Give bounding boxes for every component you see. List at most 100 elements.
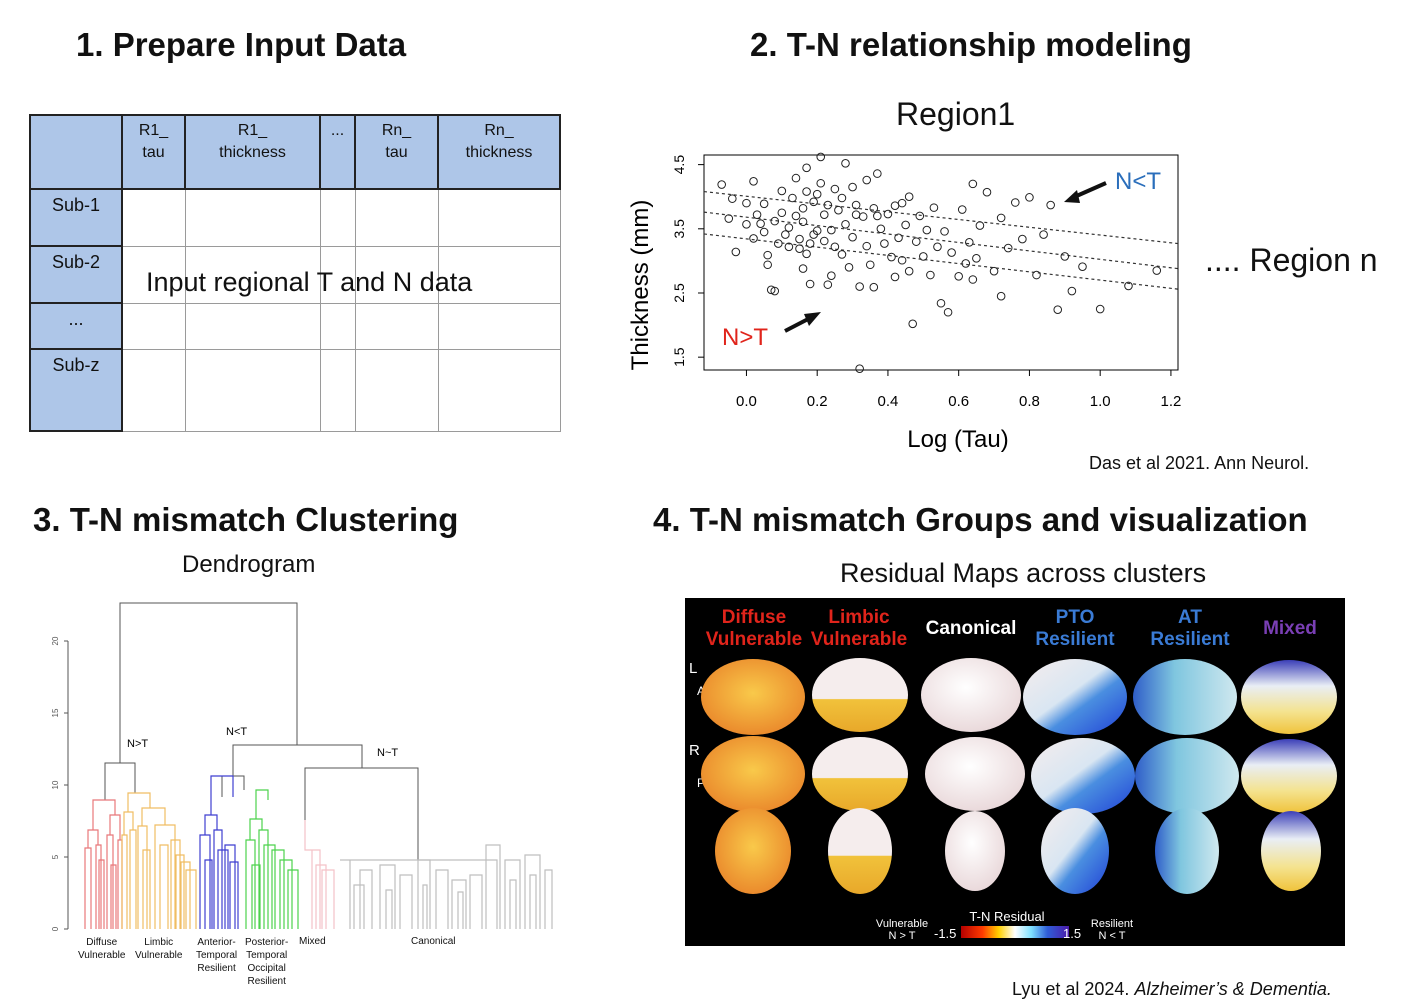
brain-pto-ventral xyxy=(1041,808,1109,894)
scatter-point xyxy=(989,266,999,276)
scatter-point xyxy=(880,239,889,248)
scatter-point xyxy=(855,364,864,374)
scatter-point xyxy=(1095,304,1105,314)
side-label-p: P xyxy=(697,776,706,790)
brain-pto-left xyxy=(1023,659,1127,735)
scatter-point xyxy=(972,254,981,263)
table-cell xyxy=(184,348,321,432)
scatter-point xyxy=(798,203,808,213)
x-tick-label: 1.2 xyxy=(1160,393,1181,410)
scatter-point xyxy=(862,175,872,185)
das-citation: Das et al 2021. Ann Neurol. xyxy=(1089,453,1310,473)
scatter-point xyxy=(724,214,734,223)
scatter-point xyxy=(911,237,921,246)
y-tick-label: 4.5 xyxy=(671,155,687,175)
panel2-heading: 2. T-N relationship modeling xyxy=(750,26,1192,63)
scatter-point xyxy=(805,279,815,289)
brain-at-left xyxy=(1133,659,1237,735)
scatter-point xyxy=(742,220,751,229)
scatter-point xyxy=(805,239,815,248)
table-cell xyxy=(354,348,439,432)
scatter-point xyxy=(784,242,794,252)
cluster-label-mixed: Mixed xyxy=(299,936,326,947)
scatter-point xyxy=(781,230,790,239)
panel1-heading: 1. Prepare Input Data xyxy=(76,26,407,63)
brain-limbic-ventral xyxy=(828,808,892,894)
cluster-label-limbic: Limbic Vulnerable xyxy=(135,937,183,961)
group-label-pto: PTO Resilient xyxy=(1035,607,1115,650)
scatter-point xyxy=(749,234,758,243)
scatter-point xyxy=(848,232,857,242)
scatter-point xyxy=(922,225,932,235)
scatter-point xyxy=(1003,243,1013,253)
x-tick-label: 1.0 xyxy=(1090,393,1111,410)
residual-maps-panel: Diffuse Vulnerable Limbic Vulnerable Can… xyxy=(685,598,1345,946)
brain-canonical-ventral xyxy=(945,811,1005,891)
scatter-point xyxy=(812,189,822,199)
cluster-label-canonical: Canonical xyxy=(411,936,456,947)
scatter-point xyxy=(816,178,826,188)
x-tick-label: 0.0 xyxy=(736,393,757,410)
scatter-point xyxy=(819,210,829,219)
scatter-point xyxy=(1046,200,1055,210)
table-overlay-text: Input regional T and N data xyxy=(146,267,473,297)
residual-maps-subtitle: Residual Maps across clusters xyxy=(840,558,1207,588)
scatter-point xyxy=(919,252,928,261)
scatter-point xyxy=(1060,252,1070,261)
colorbar-right-label: Resilient N < T xyxy=(1090,918,1134,942)
scatter-point xyxy=(862,241,872,251)
lyu-citation-journal: Alzheimer’s & Dementia. xyxy=(1134,979,1332,999)
scatter-point xyxy=(834,205,843,215)
x-axis-label: Log (Tau) xyxy=(907,426,1008,453)
scatter-point xyxy=(827,225,836,235)
scatter-point xyxy=(823,280,833,289)
y-tick-label: 3.5 xyxy=(671,219,687,239)
lyu-citation-authors: Lyu et al 2024. xyxy=(1012,979,1135,999)
scatter-point xyxy=(802,163,811,173)
column-header: R1_ thickness xyxy=(184,114,321,190)
scatter-point xyxy=(798,217,808,227)
node-label-n-greater-t: N>T xyxy=(127,738,148,750)
scatter-point xyxy=(968,179,978,189)
y-tick-label: 1.5 xyxy=(671,347,687,367)
brain-at-ventral xyxy=(1155,808,1219,894)
arrowhead-n-greater-t xyxy=(804,312,821,326)
regression-line xyxy=(703,233,1179,290)
scatter-point xyxy=(759,199,769,209)
scatter-point xyxy=(802,187,811,196)
scatter-point xyxy=(816,152,826,162)
scatter-point xyxy=(933,242,942,252)
annotation-n-less-t: N<T xyxy=(1115,168,1161,195)
dendrogram-y-tick-label: 0 xyxy=(51,926,60,931)
scatter-point xyxy=(940,227,949,236)
table-cell xyxy=(184,245,321,304)
scatter-point xyxy=(798,264,808,273)
cluster-label-posterior-temporal: Posterior- Temporal Occipital Resilient xyxy=(245,937,289,987)
scatter-point xyxy=(1078,262,1087,271)
scatter-point xyxy=(770,286,780,296)
region-n-label: .... Region n xyxy=(1205,242,1378,278)
scatter-point xyxy=(855,282,864,291)
y-tick-label: 2.5 xyxy=(671,283,687,303)
dendrogram-root xyxy=(104,602,419,860)
scatter-point xyxy=(943,307,953,317)
scatter-point xyxy=(947,248,956,257)
cluster-canonical-branches xyxy=(340,844,553,929)
scatter-point xyxy=(791,173,801,183)
y-axis-label: Thickness (mm) xyxy=(627,200,654,371)
x-tick-label: 0.6 xyxy=(948,393,969,410)
table-cell xyxy=(319,188,356,247)
dendrogram-y-tick-label: 20 xyxy=(51,636,60,645)
scatter-point xyxy=(1053,305,1063,314)
plot-frame xyxy=(703,154,1179,371)
scatter-point xyxy=(731,247,741,257)
scatter-point xyxy=(749,177,758,186)
row-header: Sub-2 xyxy=(29,245,123,304)
scatter-point xyxy=(869,203,879,213)
lyu-citation: Lyu et al 2024. Alzheimer’s & Dementia. xyxy=(1012,979,1332,1000)
scatter-point xyxy=(1032,270,1041,280)
scatter-point xyxy=(851,210,861,219)
node-label-n-less-t: N<T xyxy=(226,726,247,738)
brain-diffuse-right xyxy=(701,736,805,812)
side-label-a: A xyxy=(697,684,706,698)
